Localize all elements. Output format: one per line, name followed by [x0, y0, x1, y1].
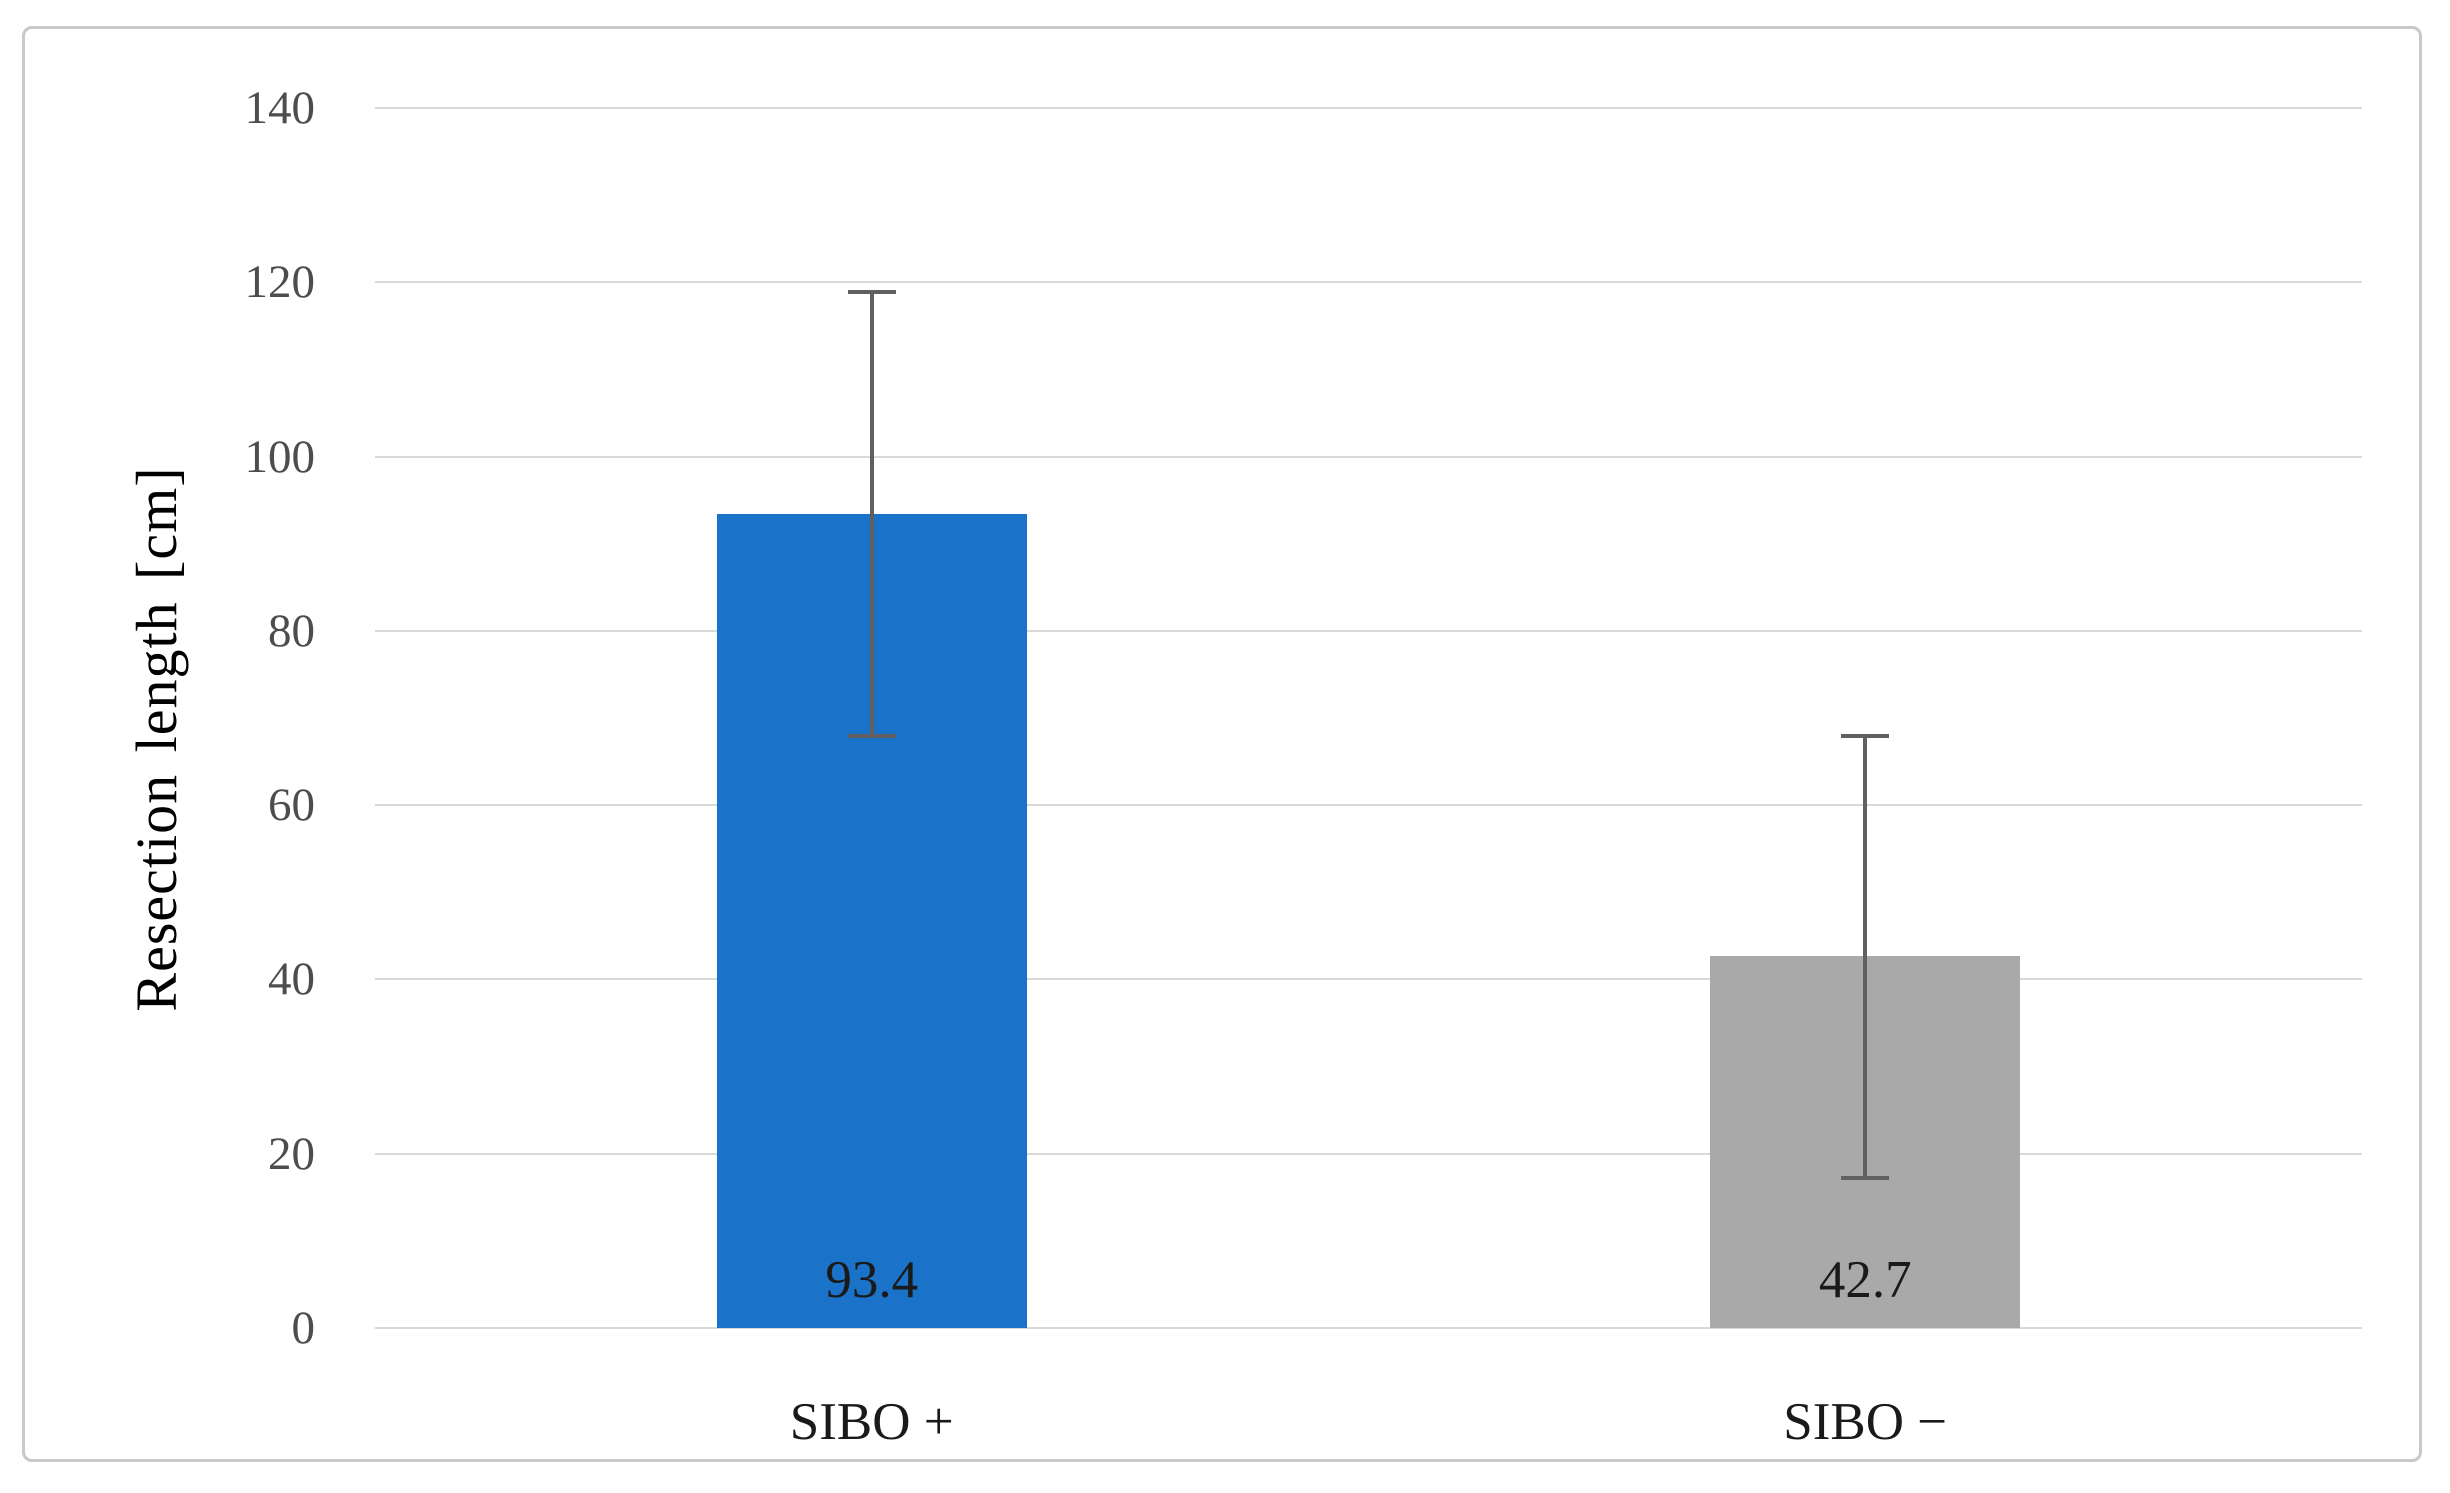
gridline [375, 281, 2362, 284]
y-tick-label: 80 [268, 604, 315, 657]
error-bar-line [869, 291, 874, 737]
y-tick-label: 100 [244, 430, 316, 483]
y-tick-label: 120 [244, 256, 316, 309]
bar-value-label: 93.4 [825, 1251, 919, 1309]
gridline [375, 455, 2362, 458]
x-axis-line [375, 1327, 2362, 1329]
bar-value-label: 42.7 [1818, 1251, 1912, 1309]
y-tick-label: 0 [291, 1302, 316, 1354]
gridline [375, 804, 2362, 807]
y-tick-label: 40 [268, 953, 315, 1006]
error-bar-cap-top [1841, 734, 1890, 739]
y-tick-label: 20 [268, 1127, 315, 1180]
x-category-label: SIBO − [1783, 1393, 1948, 1451]
gridline [375, 978, 2362, 981]
error-bar-cap-bottom [1841, 1176, 1890, 1181]
error-bar-cap-top [847, 289, 896, 294]
gridline [375, 107, 2362, 109]
gridline [375, 1152, 2362, 1155]
y-tick-label: 140 [244, 82, 316, 134]
error-bar-cap-bottom [847, 734, 896, 739]
chart-frame: Resection length [cm] 0 20 40 60 80 100 120 140… [22, 26, 2422, 1462]
error-bar-line [1863, 736, 1868, 1179]
gridline [375, 629, 2362, 632]
x-category-label: SIBO + [789, 1393, 954, 1451]
y-tick-label: 60 [268, 779, 315, 832]
